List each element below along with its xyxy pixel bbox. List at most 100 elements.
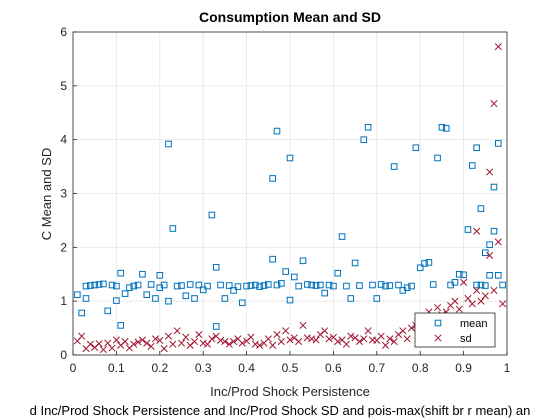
mean-point xyxy=(178,282,185,289)
mean-point xyxy=(343,282,350,290)
sd-point xyxy=(173,327,181,335)
sd-point xyxy=(147,342,155,350)
axis-ticks: 0 0.1 0.2 0.3 0.4 0.5 0.6 0.7 0.8 0.9 1 0 1 2 3 4 5 6 xyxy=(60,25,510,375)
mean-point xyxy=(468,162,476,169)
sd-point xyxy=(264,335,272,343)
mean-point xyxy=(482,282,489,289)
mean-point xyxy=(395,281,402,289)
mean-point xyxy=(438,123,446,131)
mean-point xyxy=(100,280,107,288)
sd-point xyxy=(217,336,225,345)
mean-point xyxy=(412,144,420,152)
sd-point xyxy=(486,168,494,176)
sd-point xyxy=(99,346,107,354)
x-tick-label: 0 xyxy=(70,361,77,375)
mean-point xyxy=(473,281,480,289)
mean-point xyxy=(221,295,229,302)
mean-point xyxy=(238,299,246,307)
sd-point xyxy=(273,330,281,339)
x-tick-label: 0.9 xyxy=(455,361,472,375)
sd-point xyxy=(347,332,355,340)
mean-point xyxy=(364,123,372,131)
mean-point xyxy=(156,272,164,279)
mean-point xyxy=(130,282,138,290)
mean-point xyxy=(169,225,177,232)
mean-point xyxy=(308,281,315,289)
mean-point xyxy=(273,281,281,289)
x-tick-label: 0.1 xyxy=(108,361,125,375)
x-tick-label: 0.7 xyxy=(368,361,385,375)
mean-point xyxy=(74,291,81,299)
mean-point xyxy=(451,279,459,286)
mean-point xyxy=(477,205,485,212)
mean-point xyxy=(91,281,99,289)
sd-point xyxy=(355,337,363,346)
sd-point xyxy=(342,340,350,348)
mean-point xyxy=(312,282,320,289)
sd-point xyxy=(477,297,485,305)
mean-point xyxy=(256,283,263,290)
y-tick-label: 1 xyxy=(60,294,67,308)
sd-point xyxy=(208,335,216,343)
legend-sd-label: sd xyxy=(460,333,472,345)
mean-point xyxy=(460,271,467,279)
data-marks xyxy=(73,42,507,354)
mean-point xyxy=(356,282,363,289)
mean-point xyxy=(165,297,172,305)
sd-point xyxy=(143,339,151,347)
mean-point xyxy=(347,295,355,302)
x-tick-label: 0.2 xyxy=(151,361,168,375)
mean-point xyxy=(182,292,190,300)
sd-point xyxy=(473,286,481,294)
sd-point xyxy=(277,337,285,346)
sd-point xyxy=(494,42,502,51)
sd-point xyxy=(78,332,86,340)
mean-point xyxy=(195,281,203,289)
sd-point xyxy=(490,100,498,108)
x-tick-label: 0.8 xyxy=(412,361,429,375)
sd-point xyxy=(160,344,168,353)
mean-point xyxy=(495,140,502,147)
y-tick-label: 2 xyxy=(60,240,67,254)
y-tick-label: 3 xyxy=(60,187,67,201)
x-tick-label: 0.6 xyxy=(325,361,342,375)
mean-point xyxy=(199,286,207,294)
mean-point xyxy=(317,281,324,289)
sd-point xyxy=(134,338,142,346)
mean-point xyxy=(486,272,493,279)
sd-point xyxy=(473,227,481,235)
mean-point xyxy=(113,282,120,290)
sd-point xyxy=(464,294,472,303)
sd-point xyxy=(303,334,311,342)
mean-point xyxy=(434,154,441,162)
legend-mean-marker xyxy=(434,319,442,327)
mean-point xyxy=(442,125,450,132)
sd-point xyxy=(138,336,146,344)
mean-point xyxy=(173,282,181,290)
mean-point xyxy=(82,295,90,302)
sd-point xyxy=(334,337,342,346)
mean-point xyxy=(490,183,498,191)
mean-point xyxy=(113,297,120,304)
mean-point xyxy=(360,136,368,143)
y-tick-label: 4 xyxy=(60,133,67,147)
legend-mean-square xyxy=(434,319,442,327)
sd-point xyxy=(195,330,203,339)
mean-point xyxy=(147,281,155,288)
x-tick-label: 0.3 xyxy=(195,361,212,375)
sd-point xyxy=(386,335,394,343)
sd-point xyxy=(455,305,463,313)
figure-caption: d Inc/Prod Shock Persistence and Inc/Pro… xyxy=(30,403,531,418)
mean-point xyxy=(191,295,198,302)
sd-point xyxy=(177,339,186,347)
sd-point xyxy=(282,327,290,335)
mean-point xyxy=(104,307,112,315)
mean-point xyxy=(304,281,311,288)
x-axis-label: Inc/Prod Shock Persistence xyxy=(210,384,370,399)
sd-point xyxy=(182,333,190,341)
sd-point xyxy=(381,341,390,349)
mean-point xyxy=(278,280,285,287)
y-tick-label: 5 xyxy=(60,79,67,93)
mean-point xyxy=(234,283,242,290)
